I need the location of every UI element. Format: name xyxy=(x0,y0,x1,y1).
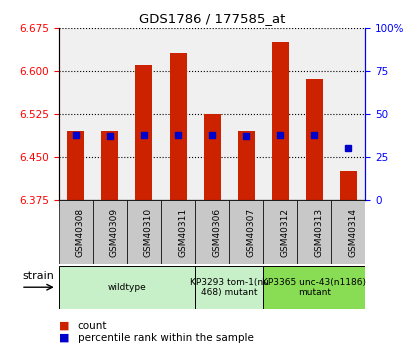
Bar xyxy=(67,131,84,200)
Bar xyxy=(101,131,118,200)
Bar xyxy=(272,42,289,200)
Bar xyxy=(59,266,195,309)
Text: ■: ■ xyxy=(59,333,69,343)
Bar xyxy=(204,114,220,200)
Text: GSM40314: GSM40314 xyxy=(348,207,357,257)
Bar xyxy=(340,171,357,200)
Text: GSM40307: GSM40307 xyxy=(246,207,255,257)
Bar xyxy=(161,200,195,264)
Bar xyxy=(238,131,255,200)
Text: GSM40306: GSM40306 xyxy=(212,207,221,257)
Title: GDS1786 / 177585_at: GDS1786 / 177585_at xyxy=(139,12,285,25)
Text: GSM40310: GSM40310 xyxy=(144,207,153,257)
Text: count: count xyxy=(78,321,107,331)
Text: ■: ■ xyxy=(59,321,69,331)
Bar xyxy=(306,79,323,200)
Text: GSM40308: GSM40308 xyxy=(76,207,85,257)
Bar xyxy=(297,200,331,264)
Bar xyxy=(263,200,297,264)
Bar xyxy=(59,200,93,264)
Bar xyxy=(263,266,365,309)
Text: GSM40311: GSM40311 xyxy=(178,207,187,257)
Bar xyxy=(170,53,186,200)
Bar xyxy=(195,266,263,309)
Bar xyxy=(135,65,152,200)
Text: GSM40309: GSM40309 xyxy=(110,207,119,257)
Text: GSM40313: GSM40313 xyxy=(314,207,323,257)
Text: percentile rank within the sample: percentile rank within the sample xyxy=(78,333,254,343)
Bar xyxy=(229,200,263,264)
Text: KP3365 unc-43(n1186)
mutant: KP3365 unc-43(n1186) mutant xyxy=(262,277,366,297)
Text: KP3293 tom-1(nu
468) mutant: KP3293 tom-1(nu 468) mutant xyxy=(190,277,268,297)
Text: GSM40312: GSM40312 xyxy=(280,207,289,257)
Bar xyxy=(195,200,229,264)
Text: wildtype: wildtype xyxy=(108,283,146,292)
Bar xyxy=(127,200,161,264)
Bar xyxy=(93,200,127,264)
Text: strain: strain xyxy=(23,272,55,282)
Bar xyxy=(331,200,365,264)
